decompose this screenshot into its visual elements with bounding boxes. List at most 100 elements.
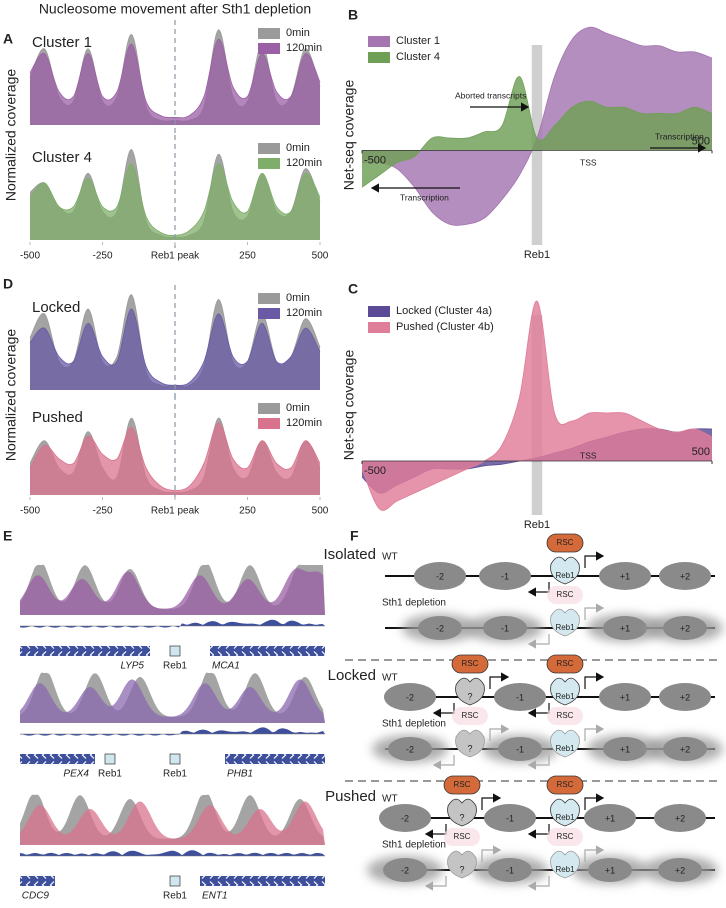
legend-swatch (258, 143, 280, 154)
nucleosome-label: -2 (436, 623, 444, 633)
legend-label: 0min (286, 292, 310, 304)
rsc (443, 775, 481, 795)
transcription-arrow (432, 703, 455, 718)
area-fill (362, 76, 712, 188)
series-line (361, 300, 713, 511)
nucleosome-label: -2 (401, 865, 409, 875)
reb1-site (169, 645, 181, 657)
subplot-title: Cluster 1 (32, 34, 92, 51)
reb1 (550, 677, 580, 706)
nucleosome (584, 804, 636, 832)
gene-label: PEX4 (63, 769, 89, 780)
transcription-arrow (584, 793, 605, 810)
gene-label: ENT1 (202, 891, 228, 902)
nucleosome-label: -2 (406, 744, 414, 754)
legend-label: 120min (286, 42, 322, 54)
legend-swatch (258, 308, 280, 319)
state-label: WT (382, 552, 398, 563)
nucleosome (663, 737, 707, 761)
nucleosome-label: -1 (516, 744, 524, 754)
rsc-label: RSC (462, 659, 479, 668)
transcription-arrow (527, 876, 550, 891)
rsc-label: RSC (454, 832, 471, 841)
nucleosome (483, 616, 527, 640)
reb1-label: Reb1 (555, 744, 575, 753)
netseq-track (20, 619, 325, 628)
reb1-site (169, 875, 181, 887)
nucleosome (659, 562, 711, 590)
legend-label: 0min (286, 142, 310, 154)
legend-swatch (258, 293, 280, 304)
unknown-factor (455, 677, 485, 706)
transcription-arrow (489, 672, 510, 689)
transcription-arrow (584, 603, 605, 620)
reb1 (550, 729, 580, 758)
rsc-label: RSC (462, 711, 479, 720)
nucleosome (388, 737, 432, 761)
nucleosome-label: +1 (605, 865, 615, 875)
rsc (546, 533, 584, 553)
rsc-label: RSC (557, 590, 574, 599)
transcription-arrow (481, 845, 502, 862)
nucleosome (379, 804, 431, 832)
nucleosome (588, 858, 632, 882)
nucleosome (484, 804, 536, 832)
legend-label: Pushed (Cluster 4b) (396, 321, 494, 333)
nucleosome (479, 562, 531, 590)
reb1 (550, 608, 580, 637)
panel-label: E (3, 528, 12, 544)
netseq-track (20, 727, 325, 736)
section-title: Locked (328, 667, 376, 684)
annotation: Aborted transcripts (455, 90, 526, 100)
gene-label: MCA1 (212, 661, 240, 672)
state-label: WT (382, 794, 398, 805)
nucleosome-label: -1 (506, 813, 514, 823)
nucleosome-label: +2 (680, 744, 690, 754)
site-label: Reb1 (163, 891, 187, 902)
legend-swatch (258, 43, 280, 54)
panel-label: C (348, 281, 358, 297)
section-title: Isolated (323, 546, 376, 563)
nucleosome (414, 562, 466, 590)
netseq-track (20, 850, 325, 856)
area-fill (30, 163, 320, 240)
gene-direction (20, 876, 55, 886)
subplot-title: Cluster 4 (32, 149, 92, 166)
nucleosome-label: -1 (516, 692, 524, 702)
gene-direction (20, 754, 95, 764)
nucleosome-label: +2 (675, 813, 685, 823)
legend-label: 0min (286, 402, 310, 414)
annotation: Transcription (655, 131, 704, 141)
y-axis-label: Net-seq coverage (341, 80, 357, 191)
legend-label: 120min (286, 417, 322, 429)
rsc-label: RSC (557, 659, 574, 668)
nucleosome-label: -2 (401, 813, 409, 823)
site-label: Reb1 (163, 769, 187, 780)
area-fill (30, 309, 320, 390)
panel-label: F (350, 528, 359, 544)
x-tick-label: 500 (692, 446, 710, 458)
gene-direction (210, 646, 325, 656)
rsc (452, 707, 488, 725)
series-line (29, 422, 321, 491)
x-tick-label: -250 (92, 506, 112, 517)
unknown-factor (455, 729, 485, 758)
reb1-label: Reb1 (555, 813, 575, 822)
rsc (444, 828, 480, 846)
legend-label: 120min (286, 307, 322, 319)
track-coverage-120min (20, 568, 325, 615)
legend-label: Cluster 1 (396, 35, 440, 47)
reb1-label: Reb1 (555, 623, 575, 632)
reb1-site (169, 753, 181, 765)
nucleosome (603, 616, 647, 640)
state-label: Sth1 depletion (382, 598, 446, 609)
rsc (547, 586, 583, 604)
transcription-arrow (527, 755, 550, 770)
area-fill (362, 27, 712, 226)
state-label: WT (382, 673, 398, 684)
gene-label: PHB1 (227, 769, 253, 780)
annotation: TSS (580, 450, 597, 460)
nucleosome (599, 683, 651, 711)
track-coverage-120min (20, 679, 325, 723)
